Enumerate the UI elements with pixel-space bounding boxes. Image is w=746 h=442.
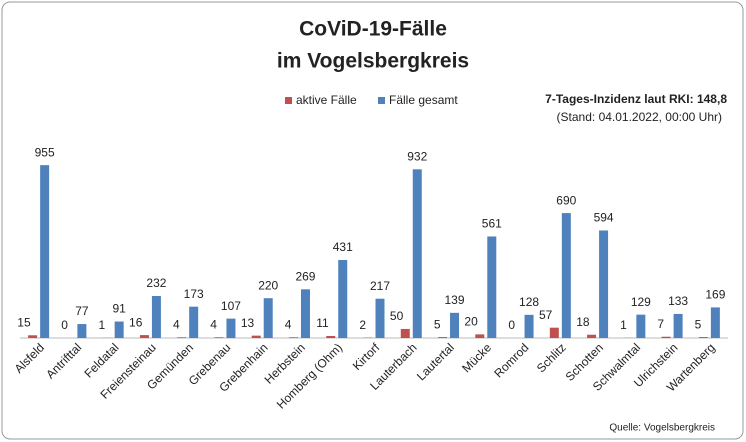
bar <box>300 289 310 338</box>
bar <box>400 328 410 338</box>
data-label: 173 <box>184 287 204 301</box>
data-label: 0 <box>61 318 68 332</box>
data-label: 139 <box>445 293 465 307</box>
bar <box>288 337 298 338</box>
bar <box>28 335 38 338</box>
bar <box>561 213 571 338</box>
bar <box>661 336 671 338</box>
bar <box>77 324 87 338</box>
data-label: 4 <box>285 317 292 331</box>
data-label: 11 <box>316 316 329 330</box>
bar <box>475 334 485 338</box>
bar <box>698 337 708 338</box>
data-label: 1 <box>620 318 627 332</box>
data-label: 690 <box>556 193 576 207</box>
data-label: 269 <box>295 269 315 283</box>
data-label: 15 <box>17 315 31 329</box>
data-label: 5 <box>434 317 441 331</box>
data-label: 5 <box>695 317 702 331</box>
data-label: 50 <box>390 309 404 323</box>
chart-title: CoViD-19-Fälle <box>299 18 447 41</box>
data-label: 16 <box>129 315 143 329</box>
bar <box>587 334 597 338</box>
data-label: 2 <box>359 318 366 332</box>
data-label: 13 <box>241 316 255 330</box>
bar <box>177 337 187 338</box>
data-label: 431 <box>333 240 353 254</box>
data-label: 1 <box>98 318 105 332</box>
data-label: 220 <box>258 278 278 292</box>
legend-swatch <box>378 97 385 104</box>
bar <box>151 296 161 338</box>
data-label: 107 <box>221 299 241 313</box>
bar <box>710 307 720 338</box>
bar <box>412 169 422 338</box>
bar <box>438 337 448 338</box>
bar <box>549 327 559 338</box>
data-label: 169 <box>705 288 725 302</box>
source: Quelle: Vogelsbergkreis <box>609 423 715 434</box>
data-label: 594 <box>594 211 614 225</box>
data-label: 7 <box>657 317 664 331</box>
annotation: 7-Tages-Inzidenz laut RKI: 148,8 <box>545 92 727 106</box>
legend-label: Fälle gesamt <box>389 93 458 107</box>
bar <box>524 314 534 338</box>
chart-title: im Vogelsbergkreis <box>277 50 469 73</box>
bar <box>226 318 236 338</box>
data-label: 77 <box>75 304 89 318</box>
data-label: 232 <box>146 276 166 290</box>
data-label: 932 <box>407 149 427 163</box>
bar <box>375 298 385 338</box>
bar <box>636 314 646 338</box>
bar <box>326 336 336 338</box>
legend-swatch <box>285 97 292 104</box>
data-label: 133 <box>668 294 688 308</box>
bar <box>214 337 224 338</box>
bar <box>599 230 609 338</box>
data-label: 57 <box>539 308 553 322</box>
bar <box>189 306 199 338</box>
bar <box>450 312 460 338</box>
bar <box>673 313 683 338</box>
data-label: 217 <box>370 279 390 293</box>
bar <box>487 236 497 338</box>
bar <box>40 165 50 338</box>
data-label: 4 <box>173 317 180 331</box>
data-label: 18 <box>576 315 590 329</box>
data-label: 4 <box>210 317 217 331</box>
bar <box>263 298 273 338</box>
data-label: 0 <box>508 318 515 332</box>
bar <box>251 335 261 338</box>
data-label: 128 <box>519 295 539 309</box>
data-label: 91 <box>112 302 126 316</box>
bar <box>114 321 124 338</box>
data-label: 129 <box>631 295 651 309</box>
legend-label: aktive Fälle <box>296 93 357 107</box>
annotation: (Stand: 04.01.2022, 00:00 Uhr) <box>557 110 722 124</box>
bar <box>139 335 149 338</box>
data-label: 561 <box>482 217 502 231</box>
data-label: 955 <box>35 145 55 159</box>
data-label: 20 <box>464 315 478 329</box>
bar <box>338 259 348 338</box>
